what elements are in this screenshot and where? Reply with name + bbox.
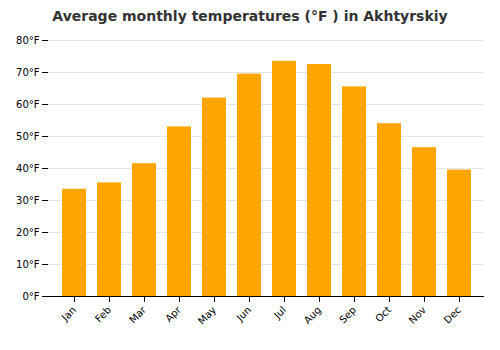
svg-text:Jul: Jul [271, 304, 288, 321]
svg-text:30°F: 30°F [16, 195, 40, 206]
svg-text:Oct: Oct [373, 304, 393, 324]
svg-text:Mar: Mar [127, 304, 149, 326]
svg-text:80°F: 80°F [16, 35, 40, 46]
svg-text:10°F: 10°F [16, 259, 40, 270]
svg-text:70°F: 70°F [16, 67, 40, 78]
svg-text:Apr: Apr [163, 304, 184, 325]
svg-text:Dec: Dec [442, 304, 463, 325]
html-text:Average monthly temperatures (: Average monthly temperatures (°F ) in Ak… [52, 8, 448, 24]
svg-text:60°F: 60°F [16, 99, 40, 110]
svg-text:Aug: Aug [302, 304, 324, 326]
svg-text:Jun: Jun [234, 304, 254, 324]
svg-text:Sep: Sep [337, 304, 358, 325]
svg-text:Nov: Nov [407, 304, 429, 326]
svg-text:40°F: 40°F [16, 163, 40, 174]
svg-text:May: May [196, 304, 218, 326]
svg-text:Feb: Feb [93, 304, 113, 324]
svg-text:0°F: 0°F [22, 291, 39, 302]
svg-text:20°F: 20°F [16, 227, 40, 238]
svg-text:50°F: 50°F [16, 131, 40, 142]
svg-text:Jan: Jan [59, 304, 78, 323]
